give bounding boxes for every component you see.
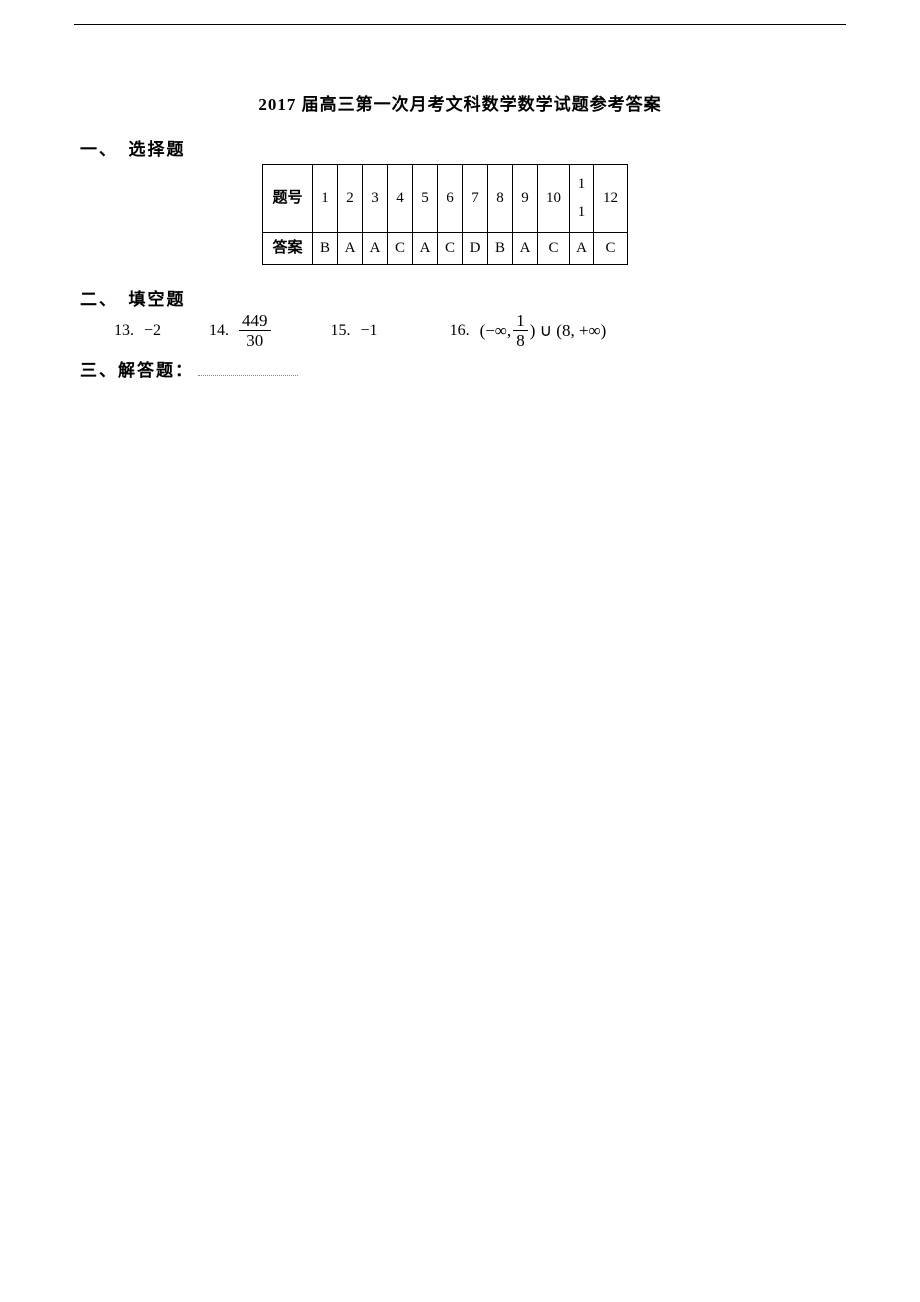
qnum-cell: 1 bbox=[313, 165, 338, 233]
top-rule bbox=[74, 24, 846, 25]
fb-16: 16. (−∞, 1 8 ) ∪ (8, +∞) bbox=[450, 312, 607, 349]
qnum-cell: 3 bbox=[363, 165, 388, 233]
fb-14-numerator: 449 bbox=[239, 312, 271, 331]
qnum-cell: 6 bbox=[438, 165, 463, 233]
fb-13-num: 13. bbox=[114, 322, 134, 340]
answer-cell: D bbox=[463, 233, 488, 265]
answer-cell: C bbox=[438, 233, 463, 265]
fb-14-num: 14. bbox=[209, 322, 229, 340]
qnum-cell: 8 bbox=[488, 165, 513, 233]
section-heading-fillblank: 二、 填空题 bbox=[80, 285, 186, 310]
qnum-cell-11: 1 1 bbox=[570, 165, 594, 233]
fb-14: 14. 449 30 bbox=[209, 312, 271, 349]
table-row: 答案 B A A C A C D B A C A C bbox=[263, 233, 628, 265]
fb-16-interval: (−∞, 1 8 ) ∪ (8, +∞) bbox=[480, 312, 607, 349]
answer-label-cell: 答案 bbox=[263, 233, 313, 265]
answer-cell: B bbox=[488, 233, 513, 265]
table-row: 题号 1 2 3 4 5 6 7 8 9 10 1 1 12 bbox=[263, 165, 628, 233]
answer-cell: A bbox=[413, 233, 438, 265]
qnum-cell: 12 bbox=[594, 165, 628, 233]
dotted-underline bbox=[198, 362, 298, 376]
answer-cell: C bbox=[538, 233, 570, 265]
header-label-cell: 题号 bbox=[263, 165, 313, 233]
section-3-label: 三、解答题： bbox=[80, 361, 194, 380]
qnum-cell: 5 bbox=[413, 165, 438, 233]
section-heading-solve: 三、解答题： bbox=[80, 356, 298, 381]
qnum-11-line1: 1 bbox=[573, 171, 590, 199]
fb-16-right: ) ∪ (8, +∞) bbox=[530, 321, 607, 341]
qnum-cell: 7 bbox=[463, 165, 488, 233]
fb-16-denominator: 8 bbox=[513, 331, 528, 349]
fb-15-value: −1 bbox=[361, 322, 378, 340]
fb-16-num: 16. bbox=[450, 322, 470, 340]
fillblank-row: 13. −2 14. 449 30 15. −1 16. (−∞, 1 8 ) … bbox=[114, 312, 606, 349]
answer-cell: C bbox=[388, 233, 413, 265]
fb-16-fraction: 1 8 bbox=[513, 312, 528, 349]
fb-13-value: −2 bbox=[144, 322, 161, 340]
qnum-cell: 4 bbox=[388, 165, 413, 233]
choice-answer-table: 题号 1 2 3 4 5 6 7 8 9 10 1 1 12 答案 B A A … bbox=[262, 164, 628, 265]
answer-cell: A bbox=[570, 233, 594, 265]
fb-13: 13. −2 bbox=[114, 322, 161, 340]
qnum-cell: 2 bbox=[338, 165, 363, 233]
fb-14-denominator: 30 bbox=[243, 331, 266, 349]
qnum-cell: 9 bbox=[513, 165, 538, 233]
fb-16-numerator: 1 bbox=[513, 312, 528, 331]
qnum-11-line2: 1 bbox=[573, 199, 590, 227]
qnum-cell: 10 bbox=[538, 165, 570, 233]
fb-14-fraction: 449 30 bbox=[239, 312, 271, 349]
answer-cell: A bbox=[338, 233, 363, 265]
answer-cell: B bbox=[313, 233, 338, 265]
page-title: 2017 届高三第一次月考文科数学数学试题参考答案 bbox=[0, 90, 920, 115]
answer-cell: A bbox=[513, 233, 538, 265]
answer-cell: A bbox=[363, 233, 388, 265]
choice-table-wrap: 题号 1 2 3 4 5 6 7 8 9 10 1 1 12 答案 B A A … bbox=[262, 164, 628, 265]
answer-cell: C bbox=[594, 233, 628, 265]
fb-15: 15. −1 bbox=[331, 322, 378, 340]
fb-15-num: 15. bbox=[331, 322, 351, 340]
fb-16-left: (−∞, bbox=[480, 321, 512, 341]
section-heading-choice: 一、 选择题 bbox=[80, 135, 186, 160]
